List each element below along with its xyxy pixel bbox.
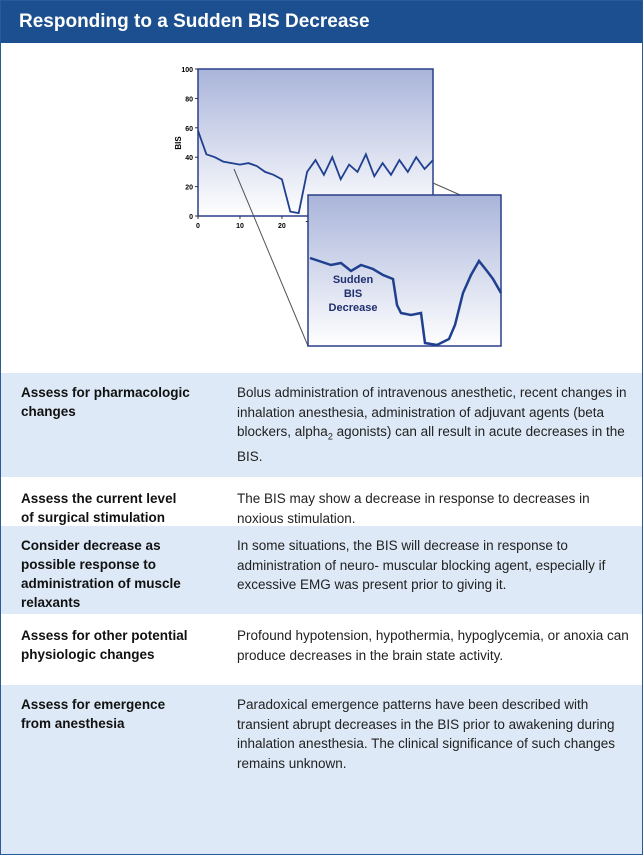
row-label: Assess for pharmacologic changes xyxy=(21,383,231,421)
figure: 02040608010001020BISTime SuddenBISDecrea… xyxy=(174,67,503,347)
text-part: agonists) can all result in acute decrea… xyxy=(237,424,625,465)
y-tick-label: 60 xyxy=(185,126,193,133)
label-line: from anesthesia xyxy=(21,716,125,731)
annotation: Decrease xyxy=(329,302,378,314)
row-label: Assess the current level of surgical stim… xyxy=(21,489,231,527)
label-line: administration of muscle xyxy=(21,576,181,591)
row-text: The BIS may show a decrease in response … xyxy=(237,491,590,526)
table-row: Assess the current level of surgical stim… xyxy=(1,479,642,527)
label-line: Assess for emergence xyxy=(21,697,166,712)
row-text: Bolus administration of intravenous anes… xyxy=(237,383,629,467)
y-axis-label: BIS xyxy=(174,136,183,150)
y-tick-label: 20 xyxy=(185,185,193,192)
label-line: Assess for other potential xyxy=(21,628,188,643)
label-line: changes xyxy=(21,404,76,419)
y-tick-label: 80 xyxy=(185,96,193,103)
y-tick-label: 40 xyxy=(185,155,193,162)
x-tick-label: 20 xyxy=(278,223,286,230)
row-text: Paradoxical emergence patterns have been… xyxy=(237,697,615,771)
row-label: Assess for other potential physiologic ch… xyxy=(21,626,231,664)
table-row: Assess for pharmacologic changes Bolus adm… xyxy=(1,373,642,477)
label-line: Assess for pharmacologic xyxy=(21,385,190,400)
plot-area xyxy=(197,68,434,217)
inset-trace xyxy=(309,256,503,347)
row-label: Assess for emergence from anesthesia xyxy=(21,695,231,733)
zoom-connector xyxy=(233,168,309,347)
label-line: relaxants xyxy=(21,595,81,610)
title: Responding to a Sudden BIS Decrease xyxy=(1,1,642,43)
row-text: In some situations, the BIS will decreas… xyxy=(237,538,606,592)
y-tick-label: 0 xyxy=(189,214,193,221)
annotation: Sudden xyxy=(333,274,374,286)
label-line: Assess the current level xyxy=(21,491,177,506)
annotation: BIS xyxy=(344,288,362,300)
text-part: Bolus administration of intravenous anes… xyxy=(237,385,627,439)
line-series xyxy=(197,130,434,215)
x-tick-label: 0 xyxy=(196,223,200,230)
label-line: of surgical stimulation xyxy=(21,510,166,525)
label-line: physiologic changes xyxy=(21,647,155,662)
table-row: Assess for emergence from anesthesia Parad… xyxy=(1,685,642,854)
label-line: Consider decrease as xyxy=(21,538,161,553)
table-row: Assess for other potential physiologic ch… xyxy=(1,616,642,683)
row-label: Consider decrease as possible response to… xyxy=(21,536,231,612)
inset xyxy=(307,194,502,347)
subscript: 2 xyxy=(327,431,333,442)
row-text: Profound hypotension, hypothermia, hypog… xyxy=(237,628,629,663)
y-tick-label: 100 xyxy=(181,67,193,74)
x-tick-label: 10 xyxy=(236,223,244,230)
label-line: possible response to xyxy=(21,557,157,572)
table-row: Consider decrease as possible response to… xyxy=(1,526,642,614)
